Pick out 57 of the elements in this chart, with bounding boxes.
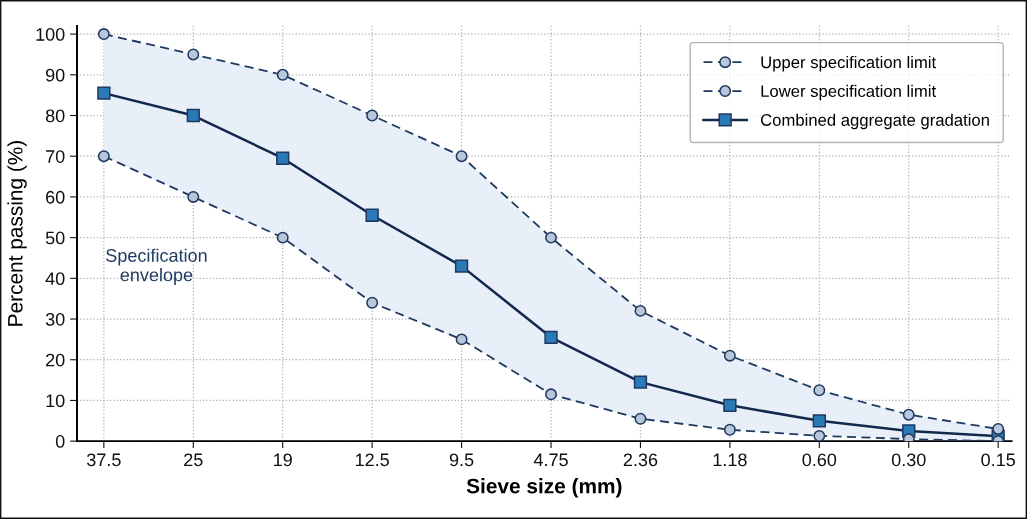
annotation: Specification envelope	[106, 248, 207, 285]
y-tick-label: 70	[46, 150, 65, 163]
point	[97, 86, 111, 100]
point	[187, 190, 200, 203]
y-tick-label: 50	[45, 231, 65, 245]
point	[455, 150, 468, 163]
y-tick-label: 30	[45, 312, 65, 326]
point	[276, 151, 290, 165]
x-tick-label: 37.5	[86, 453, 121, 467]
point	[454, 259, 469, 273]
point	[187, 48, 200, 61]
point	[723, 398, 737, 412]
x-tick-label: 19	[274, 453, 292, 467]
point	[813, 384, 826, 397]
point	[633, 375, 648, 389]
point	[276, 231, 289, 244]
x-tick-label: 0.30	[891, 453, 926, 467]
point	[366, 296, 379, 309]
point	[276, 68, 289, 81]
point	[97, 150, 110, 163]
point	[813, 429, 826, 442]
point	[186, 108, 200, 123]
legend-label: Combined aggregate gradation	[761, 113, 989, 130]
legend-label: Lower specification limit	[761, 84, 937, 101]
x-tick-label: 0.15	[981, 453, 1015, 467]
point	[545, 231, 557, 244]
x-tick-label: 4.75	[533, 453, 568, 467]
point	[97, 28, 110, 41]
y-tick-label: 60	[46, 190, 65, 204]
point	[544, 330, 558, 345]
point	[545, 388, 557, 401]
point	[634, 412, 647, 425]
x-tick-label: 1.18	[713, 453, 747, 467]
x-tick-label: 0.60	[802, 453, 837, 467]
x-tick-label: 2.36	[623, 453, 658, 467]
y-axis-title: Percent passing (%)	[7, 141, 27, 326]
point	[634, 304, 647, 317]
point	[902, 408, 915, 421]
x-tick-label: 25	[184, 453, 203, 467]
y-tick-label: 0	[55, 435, 65, 448]
x-tick-label: 12.5	[355, 453, 389, 467]
x-axis-title: Sieve size (mm)	[466, 478, 622, 498]
point	[992, 422, 1005, 435]
y-tick-label: 40	[45, 272, 65, 286]
point	[723, 423, 736, 436]
point	[366, 109, 379, 122]
point	[812, 414, 826, 428]
x-tick-label: 9.5	[449, 453, 474, 467]
y-tick-label: 90	[45, 68, 65, 82]
y-tick-label: 80	[45, 109, 65, 123]
point	[455, 333, 468, 346]
y-tick-label: 10	[46, 394, 65, 408]
point	[365, 208, 379, 222]
legend-label: Upper specification limit	[761, 55, 937, 72]
y-tick-label: 100	[36, 28, 65, 41]
y-tick-label: 20	[46, 353, 65, 367]
point	[723, 349, 736, 362]
